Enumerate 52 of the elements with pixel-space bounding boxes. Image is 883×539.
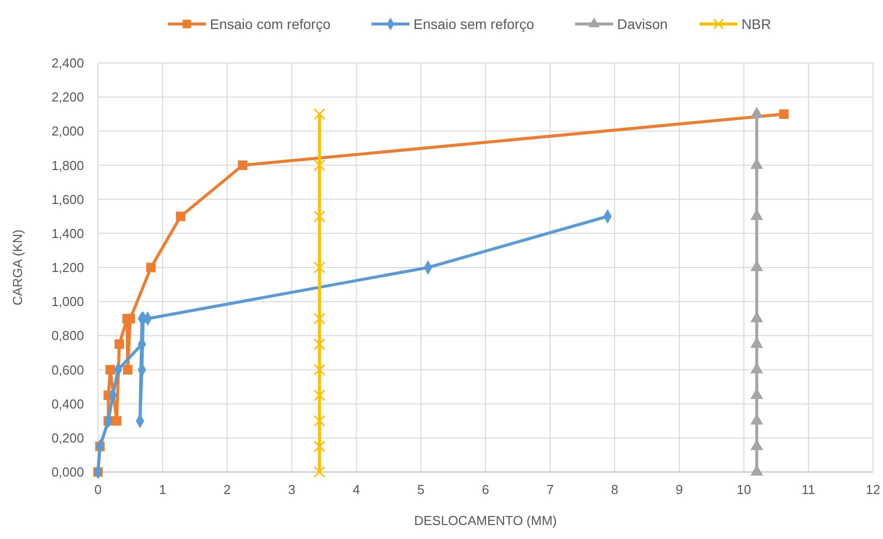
y-tick-label: 0,800 — [51, 328, 84, 344]
y-tick-label: 0,400 — [51, 396, 84, 412]
x-tick-label: 5 — [417, 482, 425, 497]
point — [122, 365, 132, 374]
x-axis-title: DESLOCAMENTO (MM) — [414, 513, 557, 528]
y-tick-label: 0,600 — [51, 362, 84, 378]
point — [114, 339, 124, 349]
y-tick-label: 2,200 — [51, 90, 84, 105]
y-tick-label: 2,000 — [51, 124, 84, 139]
point — [779, 109, 789, 119]
point — [314, 415, 326, 427]
legend-label: NBR — [742, 16, 772, 32]
point — [314, 159, 326, 172]
point — [314, 108, 326, 120]
y-tick-label: 1,200 — [51, 260, 84, 275]
x-tick-label: 9 — [676, 482, 683, 497]
y-tick-label: 0,000 — [51, 464, 84, 480]
x-tick-label: 11 — [802, 482, 816, 497]
point — [314, 262, 326, 274]
point — [106, 365, 116, 374]
y-tick-label: 2,400 — [51, 56, 84, 70]
legend-label: Ensaio com reforço — [210, 16, 331, 32]
legend-label: Ensaio sem reforço — [414, 16, 534, 32]
point — [314, 440, 326, 452]
x-tick-label: 8 — [611, 482, 618, 497]
y-tick-label: 1,800 — [51, 158, 84, 173]
x-tick-label: 6 — [482, 482, 490, 497]
point — [314, 389, 326, 402]
x-tick-label: 0 — [94, 482, 102, 497]
y-axis-title: CARGA (KN) — [10, 230, 25, 306]
y-tick-label: 1,600 — [51, 192, 84, 207]
point — [314, 210, 326, 222]
point — [238, 160, 248, 170]
point — [112, 416, 122, 426]
point — [314, 466, 326, 478]
point — [176, 212, 186, 222]
point — [314, 338, 326, 350]
x-tick-label: 3 — [288, 482, 296, 497]
point — [146, 262, 156, 272]
y-tick-label: 0,200 — [51, 430, 84, 446]
y-tick-label: 1,000 — [51, 294, 84, 310]
point — [126, 314, 136, 324]
y-tick-label: 1,400 — [51, 226, 84, 241]
x-tick-label: 10 — [736, 482, 752, 497]
x-tick-label: 4 — [352, 482, 360, 497]
x-tick-label: 7 — [546, 482, 554, 497]
legend-label: Davison — [617, 16, 668, 32]
point — [314, 364, 326, 376]
x-tick-label: 1 — [158, 482, 166, 497]
x-tick-label: 2 — [224, 482, 231, 497]
point — [314, 312, 326, 324]
x-tick-label: 12 — [866, 482, 880, 497]
